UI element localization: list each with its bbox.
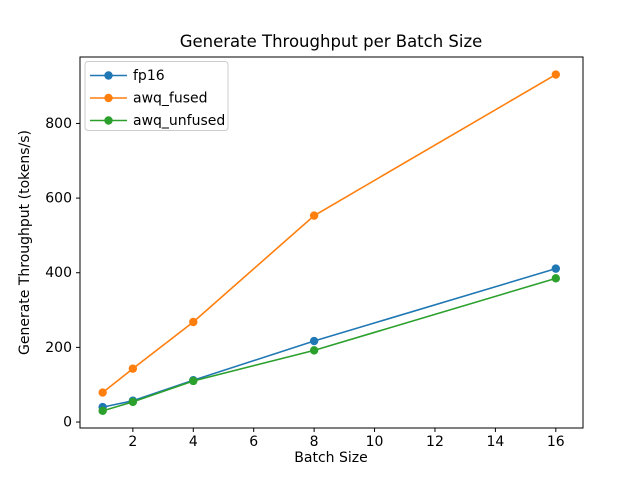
data-point-fp16 xyxy=(309,336,319,346)
data-point-awq_fused xyxy=(128,364,138,373)
legend-sample-marker xyxy=(104,93,113,103)
data-point-awq_unfused xyxy=(98,406,107,416)
y-axis-label: Generate Throughput (tokens/s) xyxy=(17,130,33,355)
data-point-awq_unfused xyxy=(551,274,561,283)
x-tick-label: 10 xyxy=(366,434,384,450)
data-point-fp16 xyxy=(551,264,561,273)
legend-label-fp16: fp16 xyxy=(133,68,165,84)
axes: 2 4 6 8 10 12 14 16 0 200 400 600 800 xyxy=(45,56,584,450)
data-point-awq_unfused xyxy=(309,346,319,355)
legend: fp16 awq_fused awq_unfused xyxy=(84,61,229,131)
data-point-awq_fused xyxy=(98,388,107,397)
chart-title: Generate Throughput per Batch Size xyxy=(180,32,483,51)
x-tick-label: 2 xyxy=(128,434,137,450)
data-point-awq_fused xyxy=(189,317,198,327)
x-tick-label: 6 xyxy=(249,434,258,450)
legend-label-awq_unfused: awq_unfused xyxy=(133,113,225,129)
y-tick-label: 800 xyxy=(45,116,72,132)
x-axis-label: Batch Size xyxy=(294,450,367,466)
y-tick-label: 600 xyxy=(45,191,72,207)
y-tick-label: 0 xyxy=(63,415,72,431)
legend-sample-marker xyxy=(104,71,113,80)
data-point-awq_unfused xyxy=(189,376,198,386)
series-group xyxy=(98,70,561,416)
legend-frame xyxy=(84,61,229,131)
x-tick-label: 12 xyxy=(426,434,444,450)
y-tick-label: 400 xyxy=(45,265,72,281)
series-line-awq_unfused xyxy=(102,277,557,412)
x-tick-label: 8 xyxy=(310,434,319,450)
data-point-awq_fused xyxy=(551,70,561,79)
data-point-awq_unfused xyxy=(128,397,138,407)
plot-spines xyxy=(79,56,584,429)
y-tick-label: 200 xyxy=(45,340,72,356)
x-tick-label: 16 xyxy=(547,434,565,450)
x-tick-label: 14 xyxy=(486,434,504,450)
series-line-fp16 xyxy=(102,267,557,408)
legend-label-awq_fused: awq_fused xyxy=(133,91,208,107)
data-point-awq_fused xyxy=(309,211,319,220)
legend-sample-marker xyxy=(104,116,113,125)
x-tick-label: 4 xyxy=(189,434,198,450)
